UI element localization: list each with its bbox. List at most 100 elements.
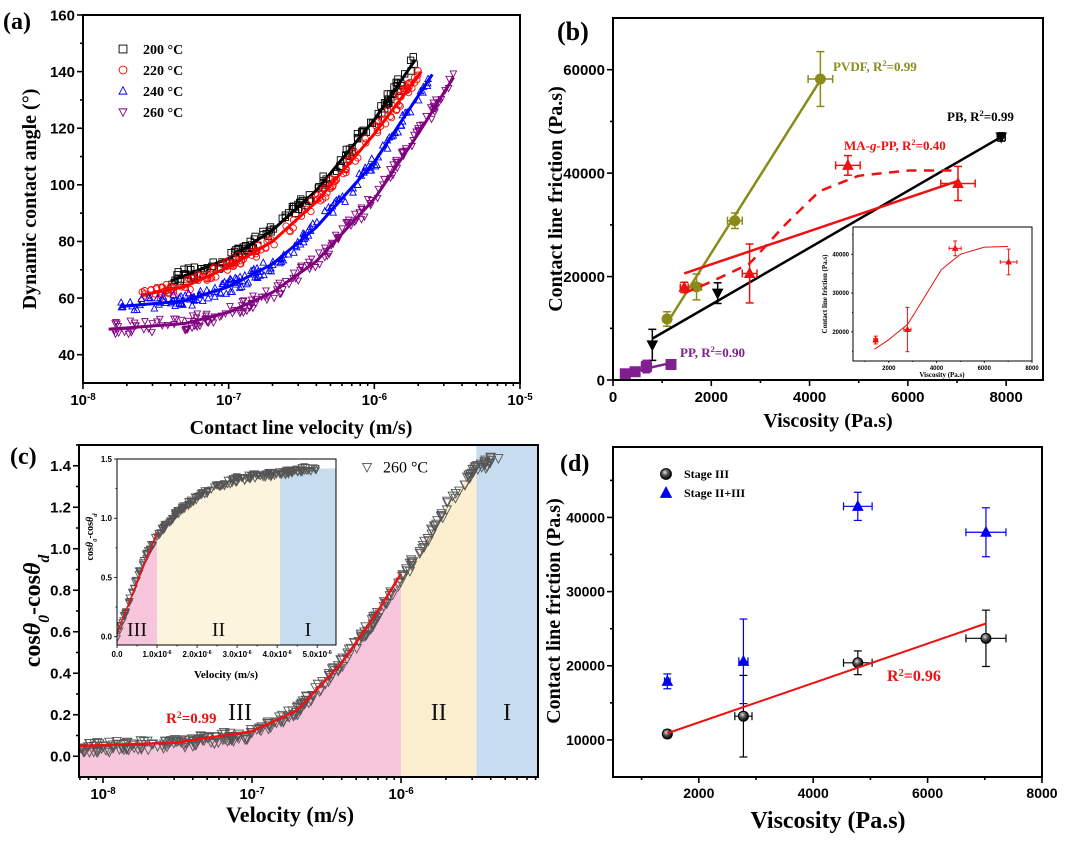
legend-item: 220 °C: [118, 64, 183, 79]
data-point: [259, 258, 268, 266]
data-point: [743, 266, 756, 278]
r-squared-annotation: MA-g-PP, R2=0.40: [844, 137, 946, 153]
data-point: [180, 505, 189, 514]
r-squared-annotation-part: 2: [899, 668, 904, 679]
data-point: [146, 740, 157, 751]
data-point: [363, 626, 375, 637]
y-tick-label: 0.8: [50, 583, 71, 600]
r-squared-annotation-part: =0.99: [984, 109, 1015, 124]
data-point: [223, 476, 232, 485]
x-tick-label-part: 3.0x10: [223, 650, 248, 659]
data-point: [190, 493, 199, 502]
ticks: [851, 234, 1033, 363]
data-point: [661, 674, 674, 686]
y-tick-label: 20000: [563, 269, 605, 286]
data-point: [431, 96, 440, 104]
panel-c-inset: III II I0.0 1.0x10-6 2.0x10-6 3.0x10-6 4.0x10-…: [85, 455, 337, 681]
r-squared-annotation-part: =0.99: [887, 59, 918, 74]
data-point: [190, 740, 202, 751]
data-point: [436, 510, 447, 521]
data-point: [174, 268, 182, 276]
y-tick-label: 20000: [566, 658, 605, 674]
data-point: [316, 193, 324, 201]
data-point: [232, 479, 241, 487]
data-point: [217, 482, 226, 491]
data-point: [184, 498, 193, 506]
data-point: [153, 293, 162, 302]
data-point: [242, 307, 251, 316]
data-point: [418, 542, 430, 553]
data-point: [240, 477, 249, 486]
data-point: [234, 251, 242, 259]
data-point: [235, 283, 244, 291]
x-tick-label-part: -6: [327, 650, 332, 656]
r-squared-annotation-part: =0.40: [916, 138, 946, 153]
plot-area: [619, 50, 1008, 380]
ticks: [114, 458, 318, 648]
data-point: [172, 510, 181, 518]
data-point: [189, 274, 197, 282]
data-point: [259, 270, 268, 279]
x-tick-label: 2000: [882, 366, 896, 372]
r-squared-annotation-part: g: [869, 138, 877, 153]
data-point: [270, 294, 279, 303]
x-tick-label-part: 10: [70, 392, 87, 409]
data-point: [311, 464, 320, 473]
series-260-c: [108, 70, 458, 339]
data-point: [224, 278, 232, 286]
region-iii: [79, 579, 402, 777]
data-point: [431, 519, 442, 530]
y-axis-label-part: θ: [20, 562, 46, 575]
panel-b: 0 2000 4000 6000 8000 0 20000 40000 60000 Viscosi…: [545, 17, 1044, 432]
data-point: [180, 265, 188, 273]
data-point: [304, 467, 313, 475]
data-point: [218, 279, 227, 287]
data-point: [155, 315, 164, 324]
x-tick-label-part: 10: [239, 786, 256, 803]
data-point: [246, 476, 255, 484]
plot-area: [661, 491, 1007, 758]
fit-line: [120, 73, 434, 309]
x-tick-label-part: -6: [378, 392, 387, 403]
data-point: [619, 368, 631, 380]
data-point: [117, 627, 123, 636]
y-axis-label-part: d: [36, 555, 53, 563]
y-tick-label: 140: [50, 64, 75, 81]
data-point: [324, 202, 333, 211]
y-axis-label: Contact line friction (Pa.s): [543, 498, 565, 724]
legend-label: 260 °C: [383, 460, 428, 477]
data-point: [380, 175, 388, 184]
data-point: [253, 272, 262, 281]
data-point: [83, 738, 95, 749]
data-point: [350, 210, 359, 219]
data-point: [259, 474, 267, 482]
x-tick-label: 6000: [912, 785, 943, 801]
data-point: [276, 258, 284, 267]
data-point: [814, 73, 826, 85]
data-point: [128, 589, 137, 598]
data-point: [152, 318, 161, 327]
data-point: [320, 206, 329, 215]
data-point: [146, 545, 155, 553]
data-point: [222, 289, 231, 297]
data-point: [395, 577, 407, 588]
x-tick-label-part: 10: [362, 392, 379, 409]
data-point: [137, 294, 146, 302]
x-tick-label: 4000: [798, 785, 829, 801]
y-axis-label-part: 0: [36, 615, 53, 623]
legend-label: Stage II+III: [684, 486, 746, 500]
data-point: [479, 457, 490, 468]
data-point: [200, 491, 209, 499]
x-axis-label: Contact line velocity (m/s): [190, 417, 413, 439]
data-point: [289, 269, 298, 278]
series-260-c: [117, 463, 321, 643]
fit-curve-dashed: [683, 169, 957, 295]
legend-item: Stage II+III: [659, 485, 746, 500]
data-point: [737, 654, 750, 666]
x-tick-label-part: -6: [247, 650, 252, 656]
region-label-i: I: [305, 619, 312, 641]
data-point: [231, 273, 240, 281]
data-point: [374, 110, 382, 118]
series-ma-g-pp: [872, 240, 1018, 353]
data-point: [397, 149, 406, 158]
